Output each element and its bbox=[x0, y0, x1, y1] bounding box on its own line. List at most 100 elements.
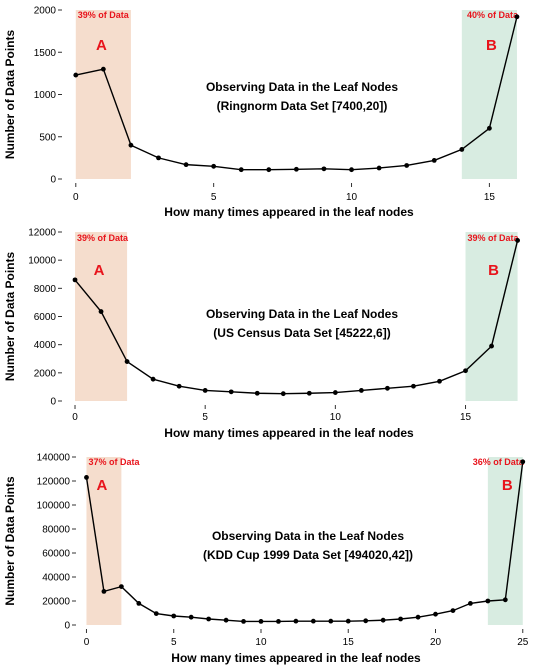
data-point bbox=[238, 167, 244, 173]
data-point bbox=[153, 611, 159, 616]
data-point bbox=[171, 613, 177, 619]
data-point bbox=[100, 66, 106, 72]
data-point bbox=[515, 238, 520, 243]
data-point bbox=[258, 619, 264, 624]
y-tick-label: 6000 bbox=[34, 312, 57, 323]
data-point bbox=[380, 617, 386, 623]
x-axis-label: How many times appeared in the leaf node… bbox=[171, 651, 421, 665]
data-point bbox=[437, 378, 442, 384]
x-tick-label: 15 bbox=[460, 412, 472, 423]
data-point bbox=[415, 614, 421, 620]
data-point bbox=[211, 163, 217, 169]
y-axis-label: Number of Data Points bbox=[3, 30, 17, 160]
data-point bbox=[276, 619, 281, 624]
x-tick-label: 25 bbox=[517, 637, 529, 648]
data-point bbox=[73, 72, 79, 78]
data-point bbox=[150, 376, 156, 382]
data-point bbox=[118, 584, 124, 589]
region-a-percent-label: 39% of Data bbox=[77, 233, 129, 243]
data-point bbox=[459, 147, 465, 152]
x-tick-label: 10 bbox=[346, 192, 358, 203]
region-b-label: B bbox=[502, 477, 513, 494]
x-tick-label: 20 bbox=[430, 637, 442, 648]
data-point bbox=[293, 618, 299, 624]
y-tick-label: 1500 bbox=[34, 48, 57, 59]
data-point bbox=[206, 616, 212, 622]
data-point bbox=[468, 601, 473, 606]
y-tick-label: 0 bbox=[50, 175, 56, 186]
data-point bbox=[128, 142, 134, 148]
region-a-label: A bbox=[94, 262, 105, 279]
y-tick-label: 20000 bbox=[42, 597, 70, 608]
chart-subtitle: (Ringnorm Data Set [7400,20]) bbox=[217, 99, 388, 113]
region-a-band bbox=[75, 10, 131, 179]
region-a-percent-label: 37% of Data bbox=[88, 457, 140, 467]
data-point bbox=[98, 309, 104, 314]
y-tick-label: 8000 bbox=[34, 284, 57, 295]
data-point bbox=[188, 614, 194, 620]
x-tick-label: 0 bbox=[84, 637, 90, 648]
data-point bbox=[411, 383, 416, 389]
data-point bbox=[431, 158, 437, 163]
data-point bbox=[520, 459, 526, 465]
y-tick-label: 100000 bbox=[37, 501, 71, 512]
data-point bbox=[349, 167, 354, 173]
data-point bbox=[332, 390, 338, 395]
chart-panel-1: 39% of Data A 40% of Data B 0 500 1000 1500 2000… bbox=[3, 6, 520, 219]
data-point bbox=[84, 475, 89, 480]
data-point bbox=[489, 343, 494, 349]
data-point bbox=[385, 385, 390, 391]
region-a-label: A bbox=[97, 477, 108, 494]
y-tick-label: 140000 bbox=[37, 453, 71, 464]
data-point bbox=[306, 390, 312, 396]
x-tick-label: 15 bbox=[484, 192, 496, 203]
x-tick-label: 15 bbox=[343, 637, 355, 648]
x-tick-label: 5 bbox=[202, 412, 208, 423]
data-point bbox=[101, 589, 107, 594]
data-point bbox=[486, 125, 492, 131]
data-point bbox=[345, 618, 351, 624]
data-point bbox=[321, 166, 327, 172]
x-tick-label: 0 bbox=[72, 412, 78, 423]
chart-title: Observing Data in the Leaf Nodes bbox=[212, 529, 404, 543]
y-tick-label: 1000 bbox=[34, 90, 57, 101]
y-tick-label: 2000 bbox=[34, 368, 57, 379]
region-b-band bbox=[465, 232, 518, 401]
series-line bbox=[85, 461, 524, 623]
region-b-percent-label: 39% of Data bbox=[468, 233, 520, 243]
chart-subtitle: (US Census Data Set [45222,6]) bbox=[213, 326, 390, 340]
data-point bbox=[376, 165, 382, 171]
y-tick-label: 40000 bbox=[42, 573, 70, 584]
y-tick-label: 60000 bbox=[42, 549, 70, 560]
data-point bbox=[363, 618, 369, 624]
chart-title: Observing Data in the Leaf Nodes bbox=[206, 80, 398, 94]
x-tick-label: 5 bbox=[171, 637, 177, 648]
data-point bbox=[202, 388, 208, 393]
chart-panel-3: 37% of Data A 36% of Data B 0 20000 40000 60000… bbox=[3, 453, 529, 666]
data-point bbox=[433, 611, 438, 617]
region-a-label: A bbox=[96, 37, 107, 54]
chart-title: Observing Data in the Leaf Nodes bbox=[206, 307, 398, 321]
data-point bbox=[266, 167, 272, 173]
data-point bbox=[241, 619, 246, 624]
y-tick-label: 120000 bbox=[37, 477, 71, 488]
region-b-label: B bbox=[486, 37, 497, 54]
data-point bbox=[136, 601, 142, 606]
data-point bbox=[228, 389, 234, 395]
x-tick-label: 0 bbox=[73, 192, 79, 203]
data-point bbox=[463, 368, 468, 374]
data-point bbox=[328, 618, 334, 624]
y-axis-label: Number of Data Points bbox=[3, 476, 17, 606]
data-point bbox=[404, 163, 410, 168]
region-b-percent-label: 40% of Data bbox=[467, 10, 519, 20]
data-point bbox=[358, 388, 364, 393]
y-tick-label: 80000 bbox=[42, 525, 70, 536]
region-b-percent-label: 36% of Data bbox=[473, 457, 525, 467]
region-b-label: B bbox=[488, 262, 499, 279]
x-tick-label: 10 bbox=[330, 412, 342, 423]
region-a-band bbox=[75, 232, 128, 401]
y-tick-label: 0 bbox=[64, 621, 70, 632]
data-point bbox=[293, 166, 299, 172]
data-point bbox=[398, 616, 404, 622]
